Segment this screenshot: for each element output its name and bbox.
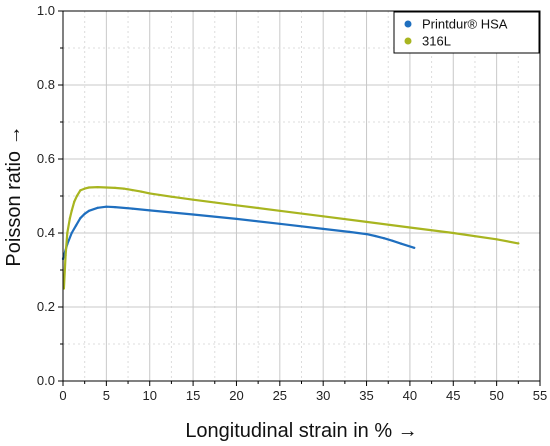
data-point xyxy=(70,209,73,212)
y-tick-label: 0.8 xyxy=(37,77,55,92)
data-point xyxy=(374,234,377,238)
y-tick-label: 0.4 xyxy=(37,225,55,240)
x-tick-label: 35 xyxy=(359,388,373,403)
data-point xyxy=(105,186,108,189)
data-point xyxy=(408,226,411,229)
data-point xyxy=(278,209,281,212)
legend-label-printdur: Printdur® HSA xyxy=(422,17,508,32)
data-point xyxy=(75,194,78,198)
x-tick-label: 40 xyxy=(403,388,417,403)
data-point xyxy=(70,231,73,235)
data-point xyxy=(348,230,351,233)
axis-ticks: 0 5 10 15 20 25 30 35 40 45 50 55 0.0 0.2 0.4 0.6 0.8 1.0 xyxy=(37,3,547,403)
data-point xyxy=(68,217,71,220)
y-tick-label: 1.0 xyxy=(37,3,55,18)
data-point xyxy=(400,242,403,245)
y-tick-label: 0.0 xyxy=(37,373,55,388)
y-axis-title: Poisson ratio → xyxy=(3,125,25,266)
series-line xyxy=(62,186,520,290)
data-point xyxy=(105,205,108,208)
series-layer xyxy=(61,186,520,290)
data-point xyxy=(64,254,67,257)
data-point xyxy=(322,215,325,218)
data-point xyxy=(66,231,69,235)
legend-marker-printdur xyxy=(404,20,412,28)
data-point xyxy=(413,246,416,249)
x-tick-label: 55 xyxy=(533,388,547,403)
x-tick-label: 15 xyxy=(186,388,200,403)
data-point xyxy=(87,186,91,189)
data-point xyxy=(148,209,151,212)
data-point xyxy=(192,213,195,216)
x-tick-label: 30 xyxy=(316,388,330,403)
data-point xyxy=(148,192,151,195)
data-point xyxy=(87,209,91,212)
series-316l xyxy=(62,186,520,290)
data-point xyxy=(365,220,368,223)
grid xyxy=(63,11,540,381)
x-tick-label: 0 xyxy=(59,388,66,403)
data-point xyxy=(140,190,143,193)
legend-marker-316l xyxy=(404,37,412,45)
legend-label-316l: 316L xyxy=(422,34,451,49)
data-point xyxy=(365,233,368,236)
data-point xyxy=(495,238,498,241)
data-point xyxy=(113,186,117,189)
legend-box xyxy=(393,11,540,54)
data-point xyxy=(131,207,134,210)
data-point xyxy=(131,189,134,192)
x-tick-label: 50 xyxy=(489,388,503,403)
x-axis-title: Longitudinal strain in % → xyxy=(185,420,417,442)
data-point xyxy=(382,237,385,240)
data-point xyxy=(192,198,195,201)
data-point xyxy=(517,242,520,245)
y-tick-label: 0.2 xyxy=(37,299,55,314)
data-point xyxy=(73,200,76,203)
data-point xyxy=(391,239,394,242)
data-point xyxy=(452,231,455,235)
x-tick-label: 45 xyxy=(446,388,460,403)
data-point xyxy=(235,204,238,207)
data-point xyxy=(79,217,82,220)
data-point xyxy=(122,187,125,190)
data-point xyxy=(322,227,325,230)
data-point xyxy=(79,189,82,192)
data-point xyxy=(96,206,99,209)
x-tick-label: 20 xyxy=(229,388,243,403)
data-point xyxy=(83,212,86,215)
y-tick-label: 0.6 xyxy=(37,151,55,166)
data-point xyxy=(74,224,78,227)
x-tick-label: 25 xyxy=(273,388,287,403)
data-point xyxy=(235,217,238,220)
legend: Printdur® HSA 316L xyxy=(393,11,540,54)
data-point xyxy=(113,206,117,209)
x-tick-label: 5 xyxy=(103,388,110,403)
data-point xyxy=(83,187,86,190)
x-tick-label: 10 xyxy=(142,388,156,403)
data-point xyxy=(170,195,173,198)
data-point xyxy=(96,186,99,189)
data-point xyxy=(278,222,281,225)
